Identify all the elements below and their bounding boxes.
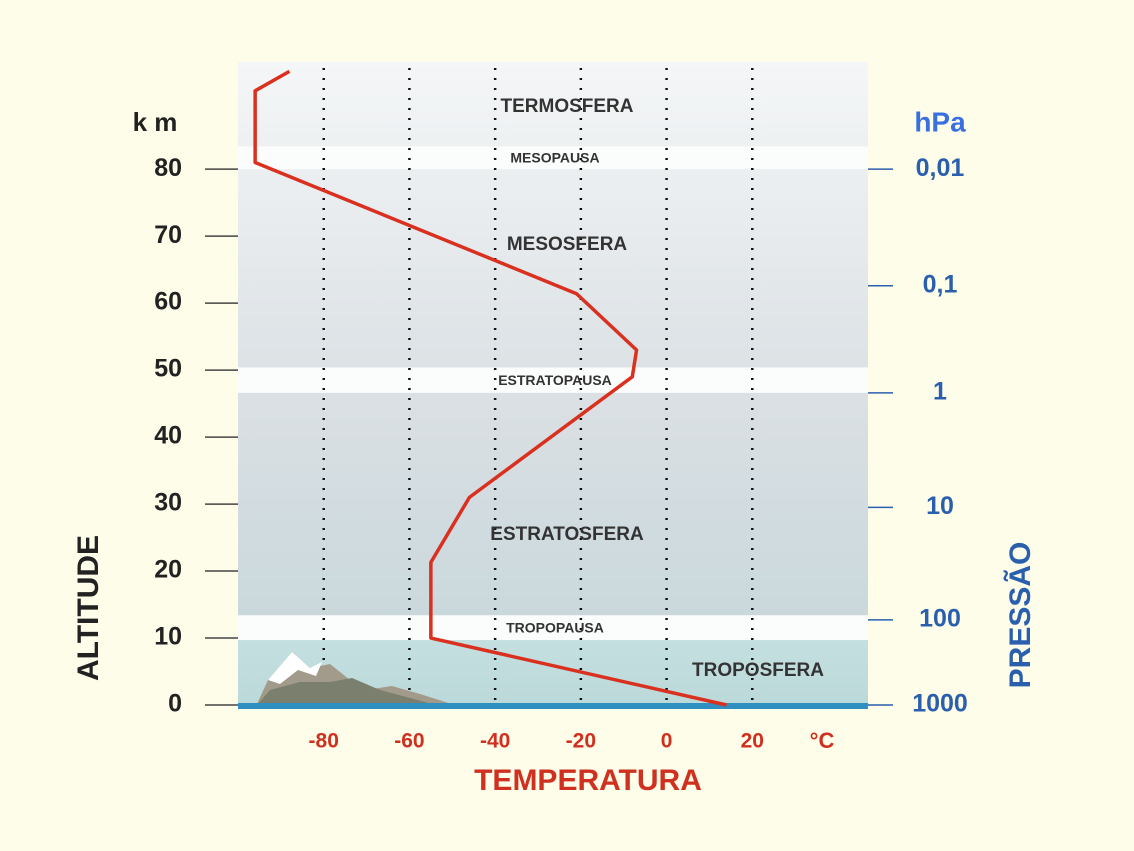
y-tick-label: 20 — [154, 556, 182, 584]
y-tick-label: 0 — [168, 690, 182, 718]
temperature-line — [253, 69, 727, 707]
x-tick-label: 20 — [741, 730, 764, 753]
layer-label: ESTRATOSFERA — [490, 524, 644, 545]
pause-label: TROPOPAUSA — [506, 619, 604, 635]
x-tick-label: -40 — [480, 730, 510, 753]
mountain-snow — [268, 652, 322, 684]
x-axis-title: TEMPERATURA — [474, 764, 702, 797]
y2-axis-title: PRESSÃO — [1003, 542, 1037, 689]
y-tick-label: 80 — [154, 154, 182, 182]
pause-label: ESTRATOPAUSA — [498, 372, 612, 388]
pause-band — [238, 615, 868, 641]
pause-label: MESOPAUSA — [510, 149, 599, 165]
y2-tick-label: 0,1 — [923, 270, 958, 298]
y-tick-label: 10 — [154, 623, 182, 651]
y-tick-label: 60 — [154, 288, 182, 316]
x-tick-label: -20 — [566, 730, 596, 753]
pause-band — [238, 146, 868, 170]
x-tick-label: 0 — [661, 730, 673, 753]
y2-tick-label: 10 — [926, 492, 954, 520]
x-tick-label: -80 — [309, 730, 339, 753]
y2-unit: hPa — [914, 106, 966, 137]
y2-tick-label: 1000 — [912, 690, 968, 718]
y-tick-label: 40 — [154, 422, 182, 450]
layer-label: MESOSFERA — [507, 234, 628, 255]
layer-label: TROPOSFERA — [692, 660, 824, 681]
mountain-shadow — [256, 678, 440, 706]
pause-band — [238, 367, 868, 393]
y-unit: k m — [133, 107, 178, 137]
y2-tick-label: 0,01 — [916, 154, 965, 182]
y-tick-label: 50 — [154, 355, 182, 383]
ground — [238, 703, 868, 709]
y-tick-label: 70 — [154, 221, 182, 249]
y2-tick-label: 100 — [919, 605, 961, 633]
x-tick-label: -60 — [394, 730, 424, 753]
y-tick-label: 30 — [154, 489, 182, 517]
y-axis-title: ALTITUDE — [72, 535, 105, 681]
y2-tick-label: 1 — [933, 377, 947, 405]
layer-label: TERMOSFERA — [501, 96, 634, 117]
x-unit: °C — [810, 728, 835, 753]
